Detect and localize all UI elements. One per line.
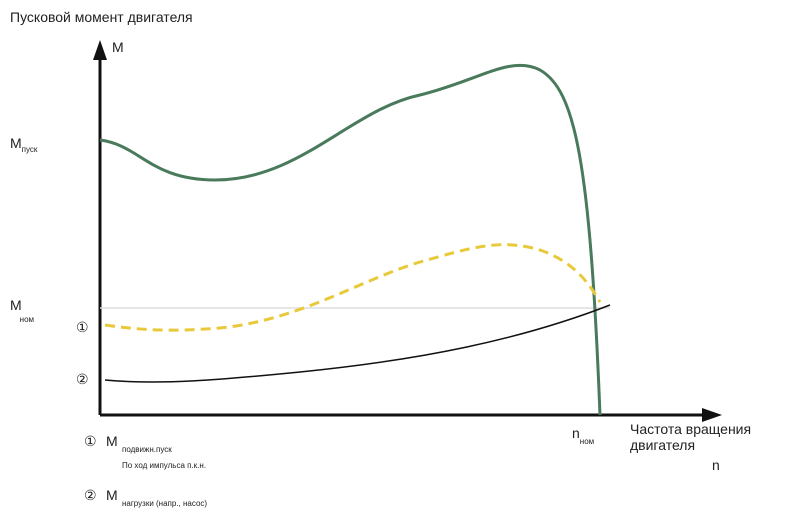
legend-note: По ход импульса п.к.н. [122,461,206,470]
m-start-label: Mпуск [10,135,38,154]
n-nom-label: nном [572,425,594,446]
legend-sub: подвижн.пуск [122,445,172,454]
title: Пусковой момент двигателя [10,9,193,25]
legend-main: M [106,433,118,449]
m-sub: пуск [22,145,38,154]
legend-sub: нагрузки (напр., насос) [122,499,207,508]
x-axis-symbol: n [712,457,720,473]
start-torque-curve [104,243,602,332]
legend-marker: ② [84,487,97,503]
m: M [10,135,22,151]
legend-main: M [106,487,118,503]
legend-marker: ① [84,433,97,449]
x-axis-label: Частота вращения [630,421,751,437]
load-curve [104,304,611,383]
n-sub: ном [580,437,594,446]
x-axis-label: двигателя [630,437,695,453]
y-arrow [93,40,107,60]
n: n [572,425,580,441]
curve-marker: ① [76,319,89,335]
curve-marker: ② [76,371,89,387]
m-sub: ном [20,315,34,324]
y-axis-label: M [112,39,124,55]
motor-torque-curve [99,63,602,416]
m: M [10,297,22,313]
x-arrow [702,408,722,422]
